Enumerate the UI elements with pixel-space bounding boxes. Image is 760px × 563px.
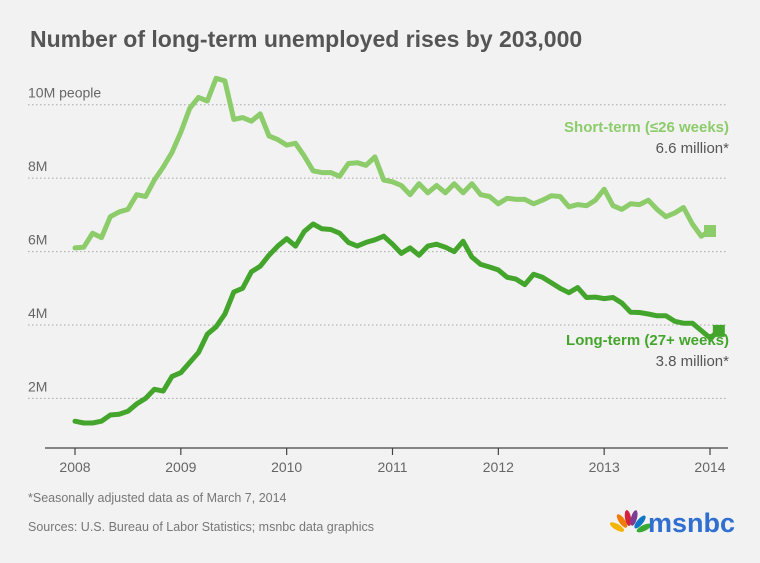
x-tick-label: 2010 — [271, 459, 302, 475]
x-tick-label: 2012 — [483, 459, 514, 475]
y-tick-label: 10M people — [28, 85, 101, 101]
series-lines — [72, 75, 725, 426]
y-tick-label: 8M — [28, 158, 47, 174]
long-term-end-marker — [712, 324, 725, 337]
x-tick-label: 2009 — [165, 459, 196, 475]
y-tick-label: 6M — [28, 232, 47, 248]
short-term-end-marker — [704, 225, 717, 238]
x-tick-label: 2011 — [377, 459, 407, 475]
footnote: *Seasonally adjusted data as of March 7,… — [28, 491, 287, 505]
long-term-series-value: 3.8 million* — [656, 353, 730, 370]
long-term-line — [72, 221, 722, 426]
logo-text: msnbc — [648, 508, 735, 538]
x-axis: 2008 2009 2010 2011 2012 2013 2014 — [45, 447, 728, 475]
y-tick-label: 2M — [28, 378, 47, 394]
short-term-line — [72, 75, 713, 251]
chart-title: Number of long-term unemployed rises by … — [30, 26, 582, 52]
x-tick-label: 2014 — [694, 459, 725, 475]
x-tick-label: 2013 — [589, 459, 620, 475]
short-term-series-value: 6.6 million* — [656, 140, 730, 157]
y-tick-label: 4M — [28, 305, 47, 321]
peacock-icon — [609, 510, 652, 533]
msnbc-logo: msnbc — [609, 508, 735, 538]
long-term-series-label: Long-term (27+ weeks) — [566, 332, 729, 349]
short-term-series-label: Short-term (≤26 weeks) — [564, 119, 729, 136]
x-tick-label: 2008 — [59, 459, 90, 475]
y-axis-labels: 2M 4M 6M 8M 10M people — [28, 85, 101, 395]
gridlines — [28, 104, 728, 399]
source-note: Sources: U.S. Bureau of Labor Statistics… — [28, 520, 374, 534]
